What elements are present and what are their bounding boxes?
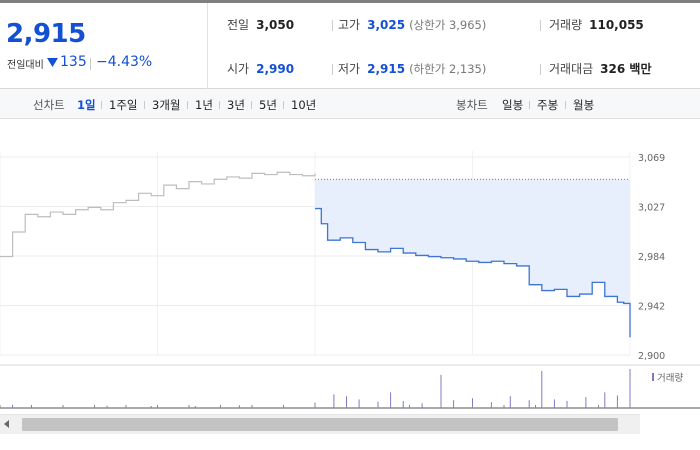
quote-summary: 2,915 전일대비 135 −4.43% 전일 3,050 고가 3,025 (상한…	[0, 3, 700, 89]
stat-value: 3,025	[367, 18, 406, 32]
volume-bar	[585, 397, 587, 408]
divider	[251, 101, 252, 109]
stat-sub: (하한가 2,135)	[409, 62, 487, 76]
volume-bar	[333, 394, 335, 408]
volume-bar	[12, 404, 14, 408]
volume-bar	[490, 402, 492, 408]
divider	[332, 64, 333, 75]
volume-bar	[616, 395, 618, 408]
period-1w-tab[interactable]: 1주일	[109, 98, 138, 112]
volume-bar	[390, 392, 392, 408]
stat-high: 고가 3,025 (상한가 3,965)	[338, 16, 486, 33]
candle-weekly-tab[interactable]: 주봉	[537, 98, 559, 112]
volume-bars	[0, 369, 631, 408]
volume-bar	[440, 374, 442, 408]
candle-monthly-tab[interactable]: 월봉	[573, 98, 595, 112]
y-tick-label: 2,984	[638, 252, 665, 263]
volume-bar	[194, 406, 196, 408]
period-10y-tab[interactable]: 10년	[291, 98, 317, 112]
chart-period-toolbar: 선차트 1일 1주일 3개월 1년 3년 5년 10년 봉차트 일봉 주봉 월봉	[0, 89, 700, 119]
divider	[219, 101, 220, 109]
volume-bar	[346, 396, 347, 408]
volume-bar	[106, 405, 108, 408]
volume-bar	[472, 398, 473, 408]
divider	[565, 101, 566, 109]
change-value: 135	[60, 54, 87, 70]
stat-low: 저가 2,915 (하한가 2,135)	[338, 60, 486, 77]
period-1y-tab[interactable]: 1년	[195, 98, 213, 112]
stat-label: 시가	[227, 62, 250, 76]
intraday-price-chart: 3,069 3,027 2,984 2,942 2,900 거래량	[0, 151, 700, 409]
volume-bar	[541, 370, 543, 408]
volume-bar	[629, 369, 631, 408]
stat-value: 3,050	[256, 18, 295, 32]
volume-bar	[402, 400, 404, 408]
divider	[283, 101, 284, 109]
volume-bar	[566, 400, 568, 408]
scroll-left-arrow-icon[interactable]	[4, 420, 9, 428]
volume-bar	[453, 400, 455, 408]
stat-prev-close: 전일 3,050	[227, 16, 294, 33]
y-axis-ticks: 3,069 3,027 2,984 2,942 2,900	[638, 153, 665, 362]
divider	[101, 101, 102, 109]
stat-value: 326 백만	[600, 62, 652, 76]
stat-label: 저가	[338, 62, 361, 76]
scroll-thumb[interactable]	[22, 418, 618, 431]
divider	[144, 101, 145, 109]
volume-legend: 거래량	[652, 372, 683, 384]
today-area-fill	[315, 179, 630, 338]
change-label: 전일대비	[7, 60, 44, 71]
down-triangle-icon	[47, 58, 58, 67]
line-chart-label: 선차트	[33, 98, 65, 112]
stat-label: 거래량	[549, 18, 583, 32]
stat-amount: 거래대금 326 백만	[549, 60, 651, 77]
chart-scrollbar[interactable]	[0, 414, 640, 434]
stat-label: 고가	[338, 18, 361, 32]
volume-bar	[358, 399, 360, 408]
y-tick-label: 2,900	[638, 351, 665, 362]
volume-legend-swatch	[652, 373, 654, 381]
volume-bar	[604, 392, 606, 408]
price-panel: 2,915 전일대비 135 −4.43%	[0, 3, 208, 89]
volume-bar	[421, 403, 423, 408]
divider	[332, 20, 333, 31]
divider	[187, 101, 188, 109]
stat-sub: (상한가 3,965)	[409, 18, 487, 32]
candle-chart-label: 봉차트	[456, 98, 488, 112]
period-3y-tab[interactable]: 3년	[227, 98, 245, 112]
stat-volume: 거래량 110,055	[549, 16, 644, 33]
volume-bar	[377, 401, 379, 408]
stat-label: 거래대금	[549, 62, 594, 76]
stat-value: 2,915	[367, 62, 406, 76]
period-5y-tab[interactable]: 5년	[259, 98, 277, 112]
volume-bar	[150, 406, 152, 408]
current-price: 2,915	[6, 19, 86, 49]
stat-value: 110,055	[589, 18, 644, 32]
volume-bar	[528, 400, 530, 408]
divider	[540, 20, 541, 31]
top-rule	[0, 0, 700, 3]
period-1d-tab[interactable]: 1일	[77, 98, 96, 112]
volume-bar	[238, 405, 240, 408]
stat-label: 전일	[227, 18, 250, 32]
y-tick-label: 3,027	[638, 203, 665, 214]
y-tick-label: 3,069	[638, 153, 665, 164]
volume-bar	[509, 396, 511, 408]
change-percent: −4.43%	[96, 54, 153, 70]
period-3m-tab[interactable]: 3개월	[152, 98, 181, 112]
y-tick-label: 2,942	[638, 302, 665, 313]
today-session-line	[315, 207, 631, 338]
prev-session-line	[0, 171, 316, 258]
change-divider	[90, 58, 91, 70]
volume-legend-label: 거래량	[657, 372, 683, 384]
divider	[529, 101, 530, 109]
stat-open: 시가 2,990	[227, 60, 294, 77]
stat-value: 2,990	[256, 62, 295, 76]
volume-bar	[553, 399, 555, 408]
candle-daily-tab[interactable]: 일봉	[502, 98, 524, 112]
divider	[540, 64, 541, 75]
